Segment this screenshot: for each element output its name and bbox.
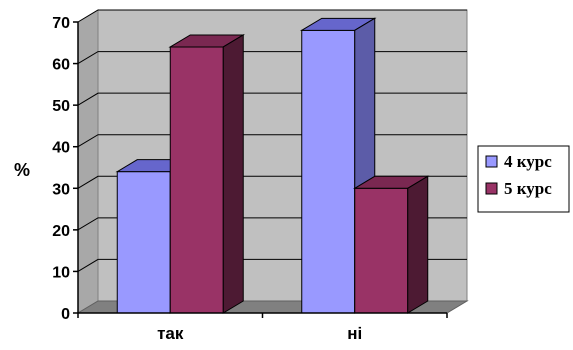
legend-label: 4 курс [504, 152, 552, 171]
y-tick-label: 0 [61, 306, 70, 323]
bar-front [354, 187, 409, 314]
y-tick-label: 40 [52, 140, 70, 157]
axes [73, 21, 448, 318]
legend-item: 4 курс [485, 152, 552, 171]
y-tick-labels: 0 10 20 30 40 50 60 70 [52, 15, 70, 323]
y-tick-label: 50 [52, 98, 70, 115]
y-tick-label: 60 [52, 57, 70, 74]
side-wall [77, 9, 99, 314]
legend-swatch [485, 182, 498, 195]
gridline [77, 9, 467, 23]
bar-side [407, 175, 429, 314]
legend-swatch [485, 155, 498, 168]
y-tick-label: 30 [52, 181, 70, 198]
bars [115, 17, 430, 314]
bar-front [169, 46, 224, 314]
bar-front [301, 29, 356, 314]
x-tick-labels: так ні [157, 324, 362, 343]
x-tick-label: ні [347, 324, 362, 343]
y-tick-label: 20 [52, 223, 70, 240]
legend-item: 5 курс [485, 179, 552, 198]
legend: 4 курс 5 курс [477, 145, 570, 213]
legend-label: 5 курс [504, 179, 552, 198]
bar-так-5 курс [168, 34, 246, 314]
bar-front [116, 171, 171, 314]
bar-ні-5 курс [352, 175, 430, 314]
y-tick-label: 70 [52, 15, 70, 32]
y-tick-label: 10 [52, 264, 70, 281]
y-axis-label: % [14, 160, 30, 180]
bar-side [222, 34, 244, 314]
x-tick-label: так [157, 324, 184, 343]
